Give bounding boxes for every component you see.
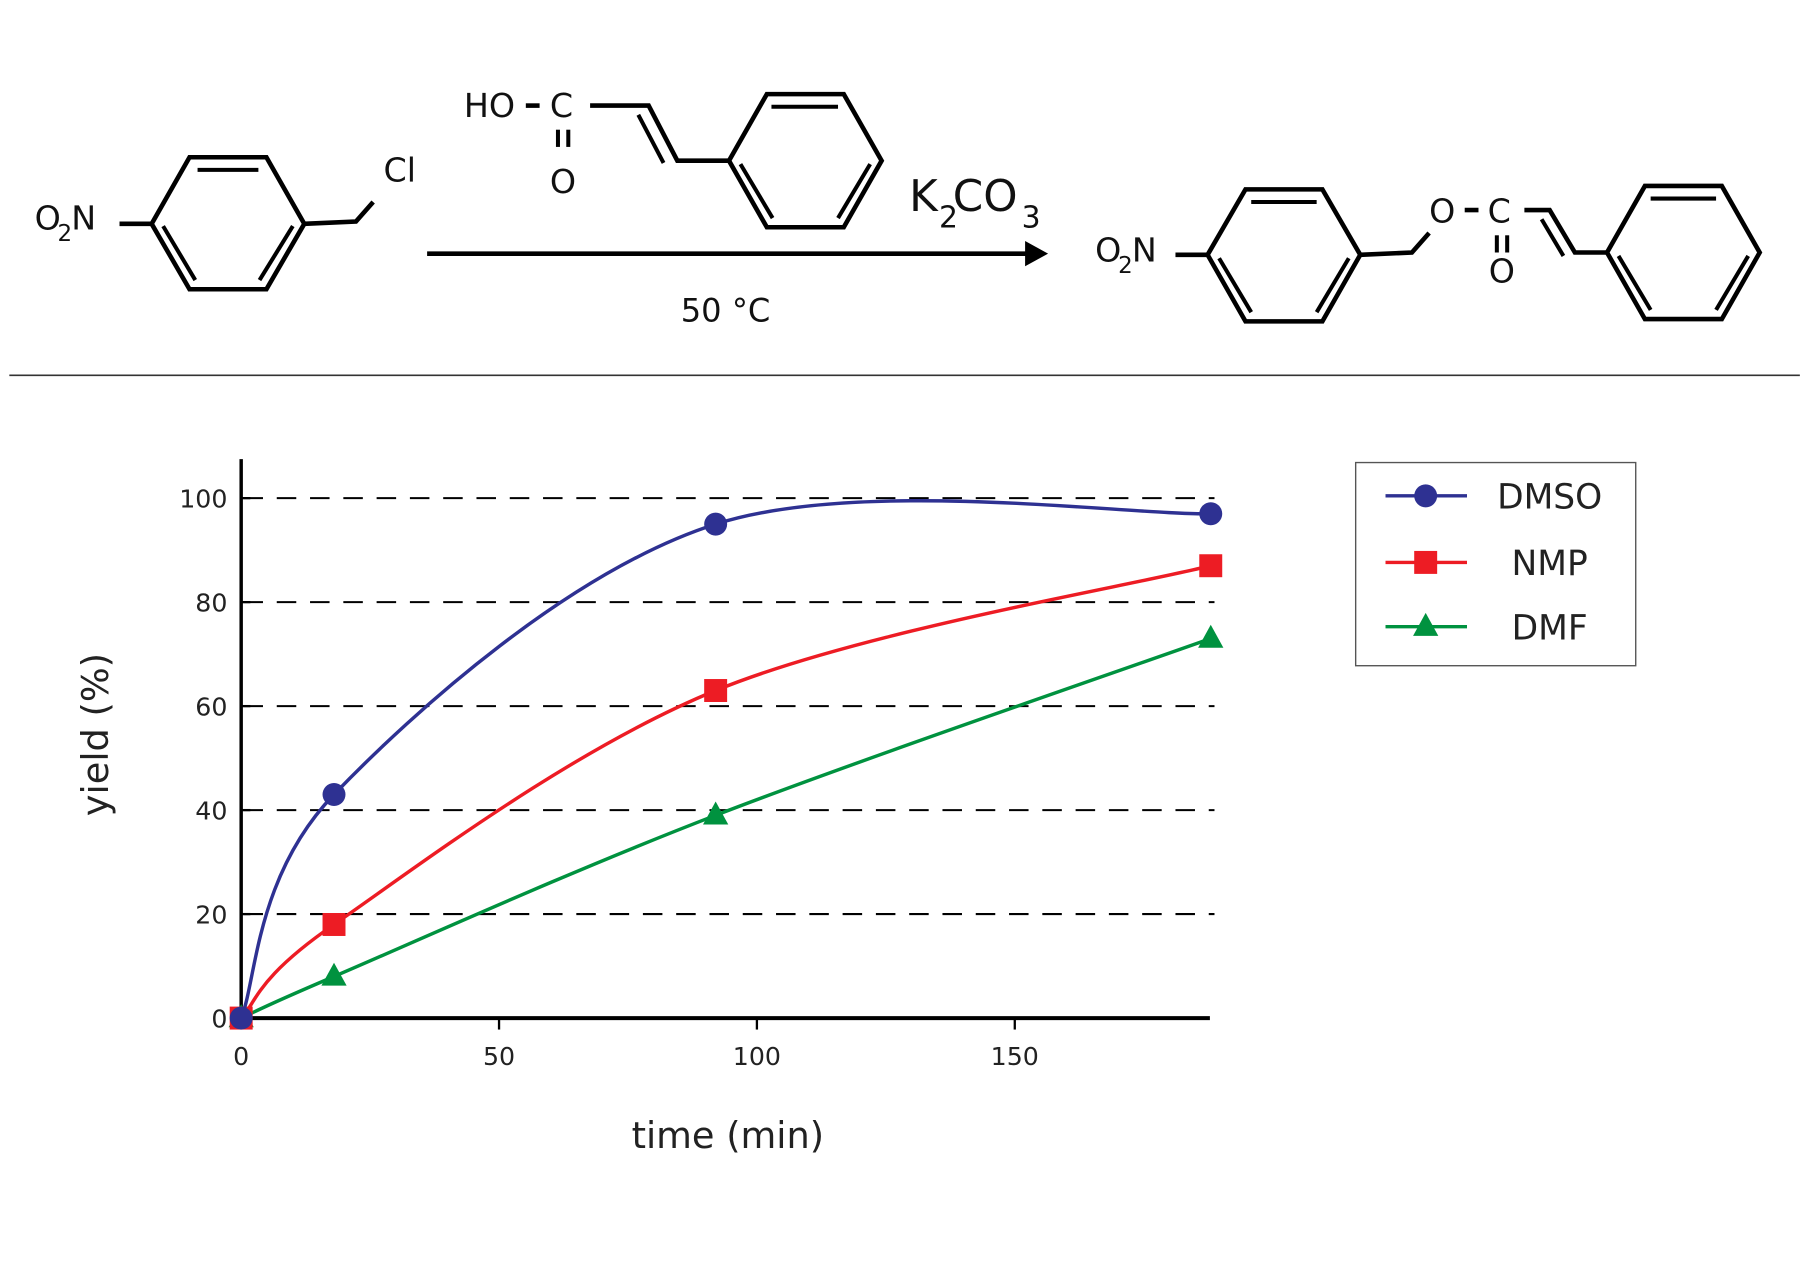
- yield-chart: 0 20 40 60 80 100 0 50 100 150 time (min) yield (…: [74, 459, 1637, 1157]
- y-tick-label: 40: [195, 796, 227, 825]
- legend-item-dmso: DMSO: [1385, 477, 1602, 517]
- ch2-bond: [1360, 231, 1431, 258]
- ester-oxygen: O: [1429, 192, 1455, 231]
- reaction-scheme: O 2 N Cl HO C O: [35, 86, 1763, 329]
- chlorine: Cl: [383, 150, 415, 189]
- y-tick-label: 80: [195, 588, 227, 617]
- x-tick-label: 0: [233, 1042, 249, 1071]
- double-bond: [1616, 254, 1653, 311]
- double-bond: [1314, 257, 1351, 314]
- temperature: 50 °C: [681, 291, 771, 329]
- vinyl-chain: [590, 103, 729, 163]
- base-co: CO: [953, 172, 1018, 222]
- double-bond: [1714, 254, 1750, 311]
- y-tick-label: 20: [195, 900, 227, 929]
- reaction-arrow: K 2 CO 3 50 °C: [427, 172, 1049, 329]
- legend-item-nmp: NMP: [1385, 544, 1588, 584]
- legend-marker: [1413, 612, 1439, 636]
- data-point: [704, 512, 728, 536]
- legend-marker: [1414, 550, 1438, 574]
- carbonyl-oxygen: O: [1489, 251, 1515, 290]
- base-k-sub: 2: [939, 200, 958, 235]
- data-point: [229, 1006, 253, 1030]
- benzene-ring: [726, 91, 885, 230]
- x-tick-label: 50: [483, 1042, 515, 1071]
- benzene-ring: [149, 154, 307, 292]
- series-line: [240, 636, 1212, 1020]
- legend-label: DMF: [1512, 608, 1588, 648]
- tick-labels: 0 20 40 60 80 100 0 50 100 150: [179, 484, 1039, 1071]
- double-bond: [836, 163, 872, 220]
- data-point: [1199, 502, 1223, 526]
- data-point: [1199, 554, 1223, 578]
- arrowhead-icon: [1025, 241, 1049, 267]
- nitro-o: O: [35, 199, 61, 238]
- reactant-nitrobenzyl-chloride: O 2 N Cl: [35, 150, 416, 292]
- carbon: C: [550, 86, 573, 125]
- double-bond: [257, 225, 295, 282]
- data-point: [704, 679, 728, 702]
- carbonyl-oxygen: O: [550, 162, 576, 201]
- data-point: [703, 801, 729, 825]
- gridlines: [243, 497, 1215, 916]
- y-tick-label: 60: [195, 692, 227, 721]
- y-axis-label: yield (%): [74, 653, 117, 816]
- ch2-bond: [304, 200, 375, 227]
- series-dmso: [229, 499, 1223, 1030]
- vinyl-chain: [1524, 207, 1608, 255]
- legend: DMSO NMP DMF: [1354, 461, 1637, 667]
- benzene-ring: [1604, 183, 1763, 322]
- series-group: [228, 499, 1224, 1030]
- y-tick-label: 100: [179, 484, 227, 513]
- double-bond: [1539, 218, 1566, 257]
- nitro-n: N: [1132, 231, 1157, 270]
- data-point: [322, 913, 346, 936]
- benzene-ring: [1204, 187, 1363, 324]
- double-bond: [161, 225, 197, 282]
- x-axis-label: time (min): [632, 1114, 825, 1157]
- hydroxyl: HO: [464, 86, 515, 125]
- nitro-sub: 2: [58, 221, 73, 247]
- base-k: K: [909, 172, 939, 222]
- series-line: [239, 564, 1212, 1020]
- x-tick-label: 100: [733, 1042, 781, 1071]
- double-bond: [636, 113, 666, 164]
- series-line: [239, 499, 1211, 1019]
- legend-label: DMSO: [1497, 477, 1602, 517]
- product-ester: O 2 N O C O: [1095, 183, 1763, 324]
- series-dmf: [228, 624, 1224, 1028]
- double-bond: [738, 163, 775, 220]
- carbon: C: [1488, 192, 1511, 231]
- nitro-o: O: [1095, 231, 1121, 270]
- base-co-sub: 3: [1022, 200, 1041, 235]
- y-tick-label: 0: [211, 1004, 227, 1033]
- data-point: [1198, 624, 1224, 648]
- nitro-n: N: [71, 199, 96, 238]
- legend-marker: [1414, 484, 1438, 508]
- double-bond: [1217, 257, 1253, 314]
- legend-label: NMP: [1512, 544, 1588, 584]
- data-point: [322, 783, 346, 806]
- reagent-cinnamic-acid: HO C O: [464, 86, 885, 230]
- data-point: [321, 962, 347, 986]
- nitro-sub: 2: [1118, 253, 1133, 279]
- legend-item-dmf: DMF: [1385, 608, 1588, 648]
- x-tick-label: 150: [991, 1042, 1039, 1071]
